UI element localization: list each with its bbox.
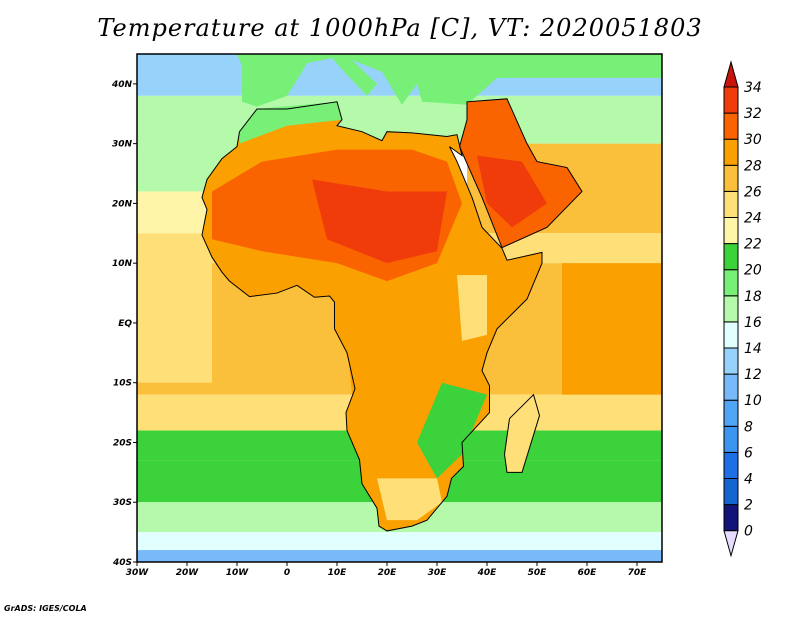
colorbar-swatch (723, 451, 739, 479)
colorbar-label: 28 (744, 158, 762, 174)
coastline (201, 101, 543, 532)
colorbar-label: 16 (744, 315, 762, 331)
colorbar-swatch (723, 504, 739, 532)
x-tick-label: 70E (628, 568, 648, 578)
x-tick-label: 20E (378, 568, 398, 578)
colorbar-label: 6 (744, 445, 753, 461)
colorbar-swatch (723, 86, 739, 114)
madagascar-land (504, 394, 540, 473)
south-africa-mild (377, 478, 442, 521)
x-tick-label: 10E (328, 568, 348, 578)
central-warm (347, 334, 452, 473)
y-tick-label: 20N (112, 199, 133, 209)
y-tick-label: 40N (111, 80, 133, 90)
sahara-core (312, 179, 447, 264)
y-tick-label: 30N (112, 140, 133, 150)
colorbar-label: 26 (744, 184, 762, 200)
colorbar-swatch (723, 478, 739, 506)
colorbar-label: 30 (744, 132, 762, 148)
y-tick-label: EQ (118, 319, 132, 329)
x-tick-label: 40E (477, 568, 498, 578)
colorbar-swatch (723, 190, 739, 218)
colorbar-label: 8 (744, 419, 753, 435)
x-tick-label: 20W (176, 568, 200, 578)
colorbar-label: 0 (744, 524, 753, 540)
map-frame (136, 53, 663, 563)
colorbar-swatch (723, 269, 739, 297)
x-tick-label: 50E (528, 568, 548, 578)
arabia-core (477, 155, 547, 228)
colorbar-label: 20 (744, 263, 762, 279)
colorbar-swatch (723, 295, 739, 323)
x-tick-label: 60E (578, 568, 598, 578)
colorbar-label: 14 (744, 341, 762, 357)
colorbar-swatch (723, 138, 739, 166)
colorbar-swatch (723, 347, 739, 375)
y-tick-label: 10S (113, 379, 132, 389)
colorbar-label: 18 (744, 289, 762, 305)
east-africa-highlands (457, 275, 487, 341)
colorbar-swatch (723, 425, 739, 453)
colorbar-swatch (723, 321, 739, 349)
colorbar-label: 24 (744, 211, 762, 227)
colorbar-swatch (723, 243, 739, 271)
y-tick-label: 10N (112, 259, 133, 269)
colorbar-swatch (723, 164, 739, 192)
x-tick-label: 10W (226, 568, 250, 578)
colorbar-label: 4 (744, 472, 753, 488)
east-south-green (417, 382, 487, 479)
x-tick-label: 30E (428, 568, 448, 578)
map-field (137, 54, 662, 562)
y-tick-label: 30S (113, 498, 132, 508)
x-tick-label: 0 (284, 568, 290, 578)
ocean-band (137, 550, 662, 562)
coastline (503, 393, 541, 473)
colorbar-min-triangle (723, 530, 739, 558)
map-title: Temperature at 1000hPa [C], VT: 20200518… (97, 14, 703, 42)
colorbar-label: 22 (744, 237, 762, 253)
colorbar-swatch (723, 112, 739, 140)
credit-label: GrADS: IGES/COLA (4, 604, 87, 613)
y-tick-label: 20S (113, 438, 132, 448)
x-tick-label: 30W (126, 568, 150, 578)
colorbar-max-triangle (723, 60, 739, 88)
colorbar-label: 10 (744, 393, 762, 409)
ocean-band (137, 532, 662, 551)
colorbar-label: 12 (744, 367, 762, 383)
colorbar-swatch (723, 373, 739, 401)
maghreb-cool (239, 101, 342, 144)
colorbar-swatch (723, 399, 739, 427)
europe-land (137, 54, 662, 107)
y-tick-label: 40S (112, 558, 132, 568)
colorbar-label: 2 (744, 498, 753, 514)
coastline (458, 98, 583, 249)
colorbar-swatch (723, 217, 739, 245)
ocean-band (137, 263, 212, 383)
colorbar-label: 34 (744, 80, 762, 96)
ocean-band (562, 263, 662, 395)
colorbar-label: 32 (744, 106, 762, 122)
